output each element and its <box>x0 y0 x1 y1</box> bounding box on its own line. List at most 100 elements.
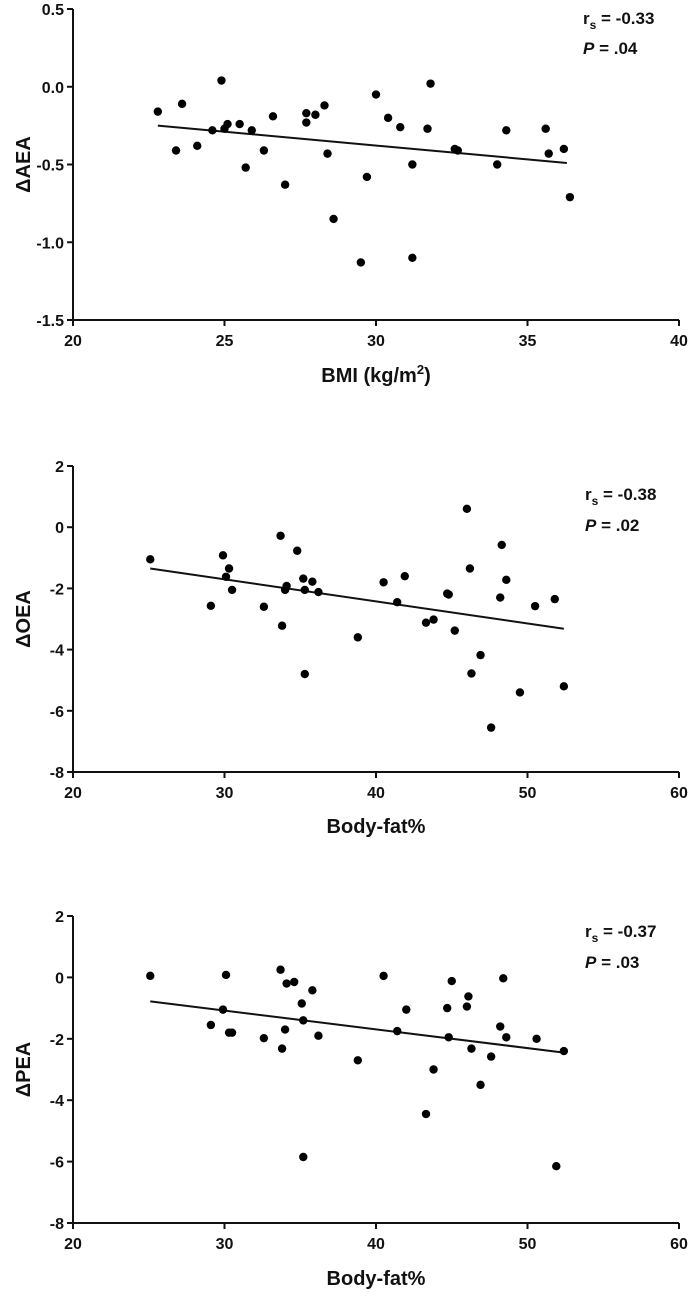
data-point <box>224 564 234 573</box>
data-point <box>530 601 540 611</box>
y-tick-label: -4 <box>50 1093 64 1110</box>
r-subscript: s <box>590 18 597 32</box>
p-value-annotation: P = .03 <box>585 953 639 972</box>
y-axis-title: ΔPEA <box>13 1042 35 1098</box>
data-point <box>277 1044 287 1053</box>
data-point <box>515 688 525 697</box>
x-tick-label: 40 <box>367 785 385 802</box>
data-point <box>299 574 308 583</box>
y-tick-label: -8 <box>50 1216 64 1233</box>
data-point <box>276 531 285 540</box>
data-point <box>300 585 309 595</box>
scatter-panel-2: -8 -6 -4 -2 0 2 20 30 40 50 60 ΔOEA Body-fat% rs = -0… <box>13 459 688 838</box>
x-tick-label: 40 <box>367 1236 385 1253</box>
data-point <box>429 615 438 624</box>
spearman-r-annotation: rs = -0.37 <box>585 922 656 945</box>
data-point <box>299 1152 308 1162</box>
data-point <box>421 1109 431 1119</box>
data-point <box>218 551 228 560</box>
p-value: = .02 <box>596 516 639 535</box>
x-tick-label: 30 <box>216 785 234 802</box>
p-letter: P <box>585 516 597 535</box>
data-point <box>353 1056 363 1065</box>
data-point <box>383 113 393 123</box>
data-point <box>221 970 231 980</box>
scatter-panel-1: -1.5 -1.0 -0.5 0.0 0.5 20 25 30 35 40 ΔAEA BMI (kg/… <box>13 2 688 387</box>
data-point <box>496 1022 505 1031</box>
data-point <box>408 160 417 169</box>
data-point <box>444 590 453 599</box>
data-point <box>550 594 559 604</box>
data-point <box>396 122 405 132</box>
data-point <box>206 1020 216 1030</box>
data-point <box>297 999 306 1008</box>
data-point <box>462 1002 472 1011</box>
data-point <box>227 585 237 595</box>
y-tick-label: 2 <box>55 909 64 926</box>
data-point <box>171 146 181 155</box>
p-letter: P <box>583 39 595 58</box>
data-point <box>320 101 329 110</box>
data-point <box>300 669 309 679</box>
x-tick-label: 25 <box>216 333 234 350</box>
data-point <box>259 1033 269 1043</box>
x-tick-label: 20 <box>64 1236 82 1253</box>
y-tick-label: 0.5 <box>42 2 64 19</box>
r-letter: r <box>583 9 590 28</box>
data-point <box>486 1052 496 1061</box>
data-point <box>502 126 511 135</box>
data-point <box>421 618 431 627</box>
data-point <box>302 118 311 127</box>
r-subscript: s <box>592 931 599 945</box>
data-point <box>502 575 511 585</box>
data-point <box>217 76 226 85</box>
data-point <box>268 112 278 121</box>
scatter-panel-3: -8 -6 -4 -2 0 2 20 30 40 50 60 ΔPEA Body-fat% rs = -0… <box>13 909 688 1290</box>
data-point <box>462 504 472 514</box>
spearman-r-annotation: rs = -0.38 <box>585 485 656 508</box>
y-tick-label: -8 <box>50 765 64 782</box>
data-point <box>453 146 463 155</box>
data-point <box>544 149 553 158</box>
data-point <box>302 108 311 118</box>
r-value: = -0.38 <box>598 485 656 504</box>
data-point <box>565 192 575 202</box>
x-tick-label: 50 <box>519 785 537 802</box>
data-point <box>218 1005 228 1014</box>
x-tick-label: 20 <box>64 333 82 350</box>
y-axis-title: ΔOEA <box>13 590 35 648</box>
x-tick-label: 60 <box>670 1236 688 1253</box>
x-axis-title-superscript: 2 <box>417 362 424 377</box>
data-point <box>444 1033 453 1042</box>
data-point <box>464 992 473 1001</box>
p-value: = .04 <box>594 39 638 58</box>
data-point <box>443 1003 452 1013</box>
data-point <box>289 977 299 987</box>
data-point <box>259 602 269 611</box>
y-tick-label: -4 <box>50 643 64 660</box>
data-point <box>280 180 290 189</box>
data-point <box>177 99 187 109</box>
data-point <box>423 124 432 133</box>
x-tick-label: 30 <box>216 1236 234 1253</box>
y-tick-label: -0.5 <box>36 158 64 175</box>
data-point <box>247 126 256 135</box>
data-point <box>235 119 244 129</box>
x-tick-label: 30 <box>367 333 385 350</box>
data-point <box>426 79 435 88</box>
y-tick-label: 0.0 <box>42 80 64 97</box>
x-axis-title: Body-fat% <box>327 1268 426 1290</box>
r-subscript: s <box>592 494 599 508</box>
x-axis-title-main: Body-fat% <box>327 1268 426 1290</box>
data-point <box>502 1033 511 1042</box>
data-point <box>499 974 508 983</box>
data-point <box>259 146 269 155</box>
data-point <box>447 976 456 986</box>
y-tick-label: 0 <box>55 970 64 987</box>
y-tick-label: -6 <box>50 1155 64 1172</box>
data-point <box>559 682 569 691</box>
data-point <box>308 577 317 586</box>
data-point <box>146 971 155 981</box>
data-point <box>496 593 505 602</box>
data-point <box>277 621 287 630</box>
